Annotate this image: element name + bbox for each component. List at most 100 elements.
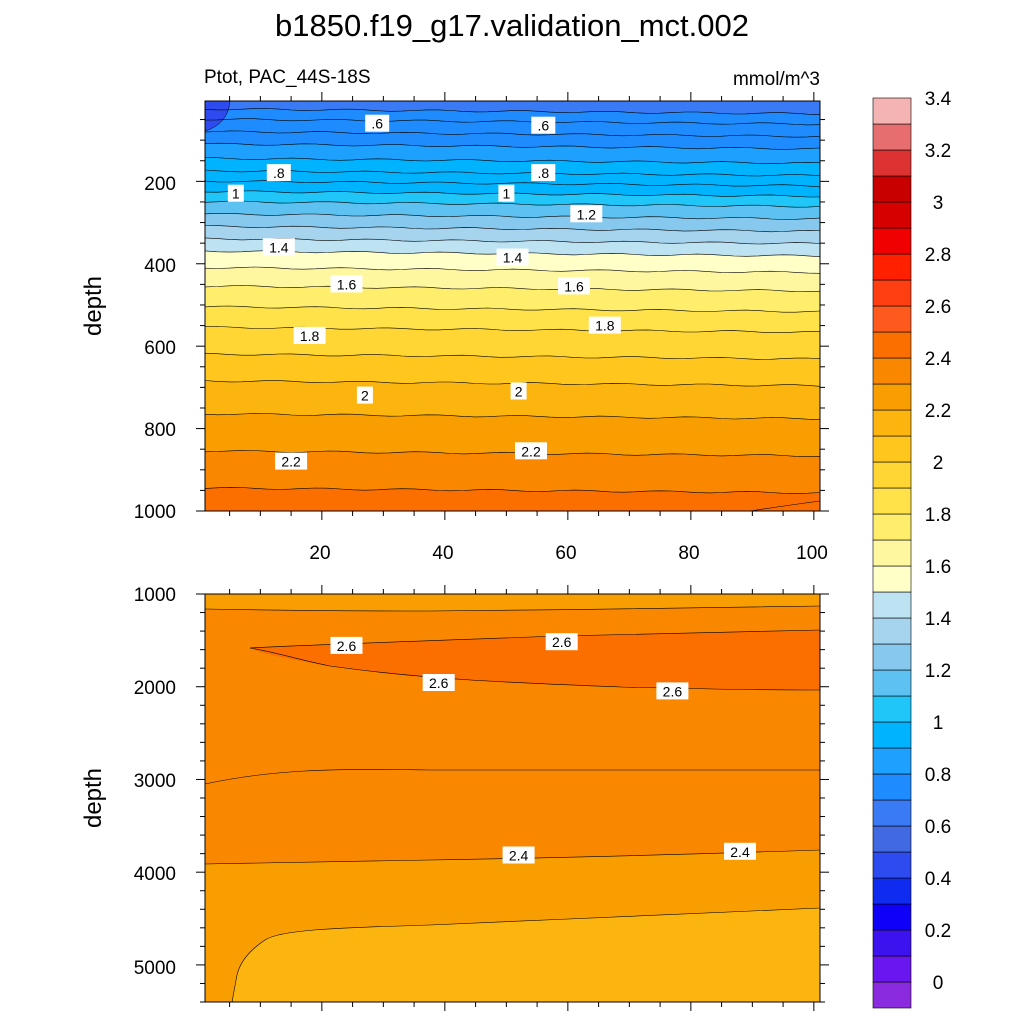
contour-label: .6 — [531, 116, 556, 134]
colorbar-box — [872, 851, 912, 879]
colorbar-box — [872, 773, 912, 801]
contour-label: 2.2 — [515, 442, 547, 460]
contour-label-box — [498, 184, 515, 202]
lower-y-tick-label: 4000 — [134, 864, 176, 885]
contour-label-box — [724, 842, 756, 860]
contour-label-text: 1 — [232, 186, 240, 202]
contour-line — [749, 500, 821, 512]
contour-line — [204, 413, 821, 420]
lower-y-tick-label: 2000 — [134, 678, 176, 699]
upper-y-tick-labels: 200 400 600 800 1000 — [134, 174, 176, 523]
contour-label-text: 1 — [503, 186, 511, 202]
contour-band — [250, 630, 820, 690]
colorbar-box — [872, 97, 912, 125]
contour-label-text: 2.2 — [521, 443, 541, 459]
upper-y-tick-label: 200 — [144, 174, 176, 195]
colorbar-box — [872, 643, 912, 671]
colorbar-box — [872, 799, 912, 827]
colorbar-box — [872, 123, 912, 151]
contour-line — [204, 305, 821, 313]
colorbar-label: 2.8 — [925, 245, 951, 266]
contour-label-box — [515, 442, 547, 460]
contour-line — [204, 142, 821, 150]
contour-line — [204, 486, 821, 494]
colorbar-labels: 0 0.2 0.4 0.6 0.8 1 1.2 1.4 1.6 1.8 2 2.2 2.4 2.6 2.8 3… — [925, 89, 952, 994]
contour-label-text: 2.2 — [281, 454, 301, 470]
contour-label-text: 2.4 — [730, 844, 750, 860]
contour-label: 2.2 — [275, 452, 308, 470]
contour-line — [204, 225, 821, 233]
contour-label-box — [422, 674, 455, 691]
upper-y-tick-label: 400 — [144, 256, 176, 277]
contour-line — [249, 647, 821, 691]
colorbar-box — [872, 279, 912, 307]
contour-label: 1.6 — [558, 277, 590, 295]
colorbar-box — [872, 383, 912, 411]
contour-line — [204, 130, 821, 138]
colorbar-label: 2.4 — [925, 349, 952, 370]
contour-label-box — [227, 184, 244, 202]
colorbar-box — [872, 825, 912, 853]
contour-label-text: 1.8 — [595, 318, 615, 334]
contour-label: 1 — [498, 184, 515, 202]
contour-label-box — [656, 682, 689, 700]
x-tick-label: 20 — [309, 543, 330, 564]
contour-label-text: .8 — [273, 165, 285, 181]
lower-tick-marks — [196, 585, 829, 1011]
colorbar-boxes — [872, 97, 912, 1009]
upper-y-tick-label: 600 — [144, 338, 176, 359]
contour-line — [204, 285, 821, 293]
contour-label-text: 2.6 — [429, 675, 449, 691]
contour-label-box — [293, 326, 326, 344]
contour-line — [204, 450, 821, 457]
colorbar-box — [872, 695, 912, 723]
colorbar-label: 2 — [933, 453, 944, 474]
x-tick-label: 60 — [555, 543, 576, 564]
contour-line — [204, 118, 821, 126]
contour-label-text: 2 — [515, 384, 523, 400]
contour-line — [204, 169, 821, 177]
colorbar-label: 2.2 — [925, 401, 951, 422]
contour-label: 1.2 — [570, 205, 603, 223]
contour-line — [204, 352, 821, 360]
colorbar-box — [872, 305, 912, 333]
contour-label-text: 1.8 — [300, 328, 320, 344]
contour-label: 1.4 — [262, 238, 295, 256]
contour-line — [204, 108, 821, 115]
contour-label: 2 — [356, 386, 373, 404]
contour-label-box — [330, 636, 363, 654]
contour-label-text: .8 — [537, 165, 549, 181]
contour-label-text: 2.6 — [337, 638, 357, 654]
contour-label: .8 — [531, 164, 556, 182]
contour-label-text: 1.4 — [269, 239, 289, 255]
figure-title: b1850.f19_g17.validation_mct.002 — [275, 8, 749, 43]
colorbar-box — [872, 669, 912, 697]
contour-label-box — [570, 205, 603, 223]
colorbar-label: 3.4 — [925, 89, 952, 110]
contour-label: 2.4 — [724, 842, 756, 860]
contour-label-box — [545, 633, 578, 651]
contour-label-box — [510, 382, 527, 400]
colorbar-label: 1 — [933, 713, 944, 734]
colorbar-label: 3 — [933, 193, 944, 214]
contour-label: 2.4 — [502, 846, 535, 864]
contour-band — [205, 594, 820, 611]
colorbar-box — [872, 461, 912, 489]
colorbar-label: 0 — [933, 973, 944, 994]
colorbar-box — [872, 331, 912, 359]
contour-label-box — [356, 386, 373, 404]
contour-label: 1 — [227, 184, 244, 202]
colorbar-label: 3.2 — [925, 141, 951, 162]
contour-label: 2.6 — [422, 674, 455, 691]
upper-plot-frame — [204, 100, 821, 512]
colorbar-box — [872, 929, 912, 957]
upper-x-tick-labels: 20 40 60 80 100 — [309, 543, 827, 564]
contour-label-box — [588, 316, 621, 334]
colorbar-label: 1.6 — [925, 557, 951, 578]
colorbar-box — [872, 903, 912, 931]
colorbar-box — [872, 149, 912, 177]
upper-y-tick-label: 800 — [144, 420, 176, 441]
contour-label: 1.8 — [293, 326, 326, 344]
contour-label: 2.6 — [656, 682, 689, 700]
colorbar-box — [872, 409, 912, 437]
